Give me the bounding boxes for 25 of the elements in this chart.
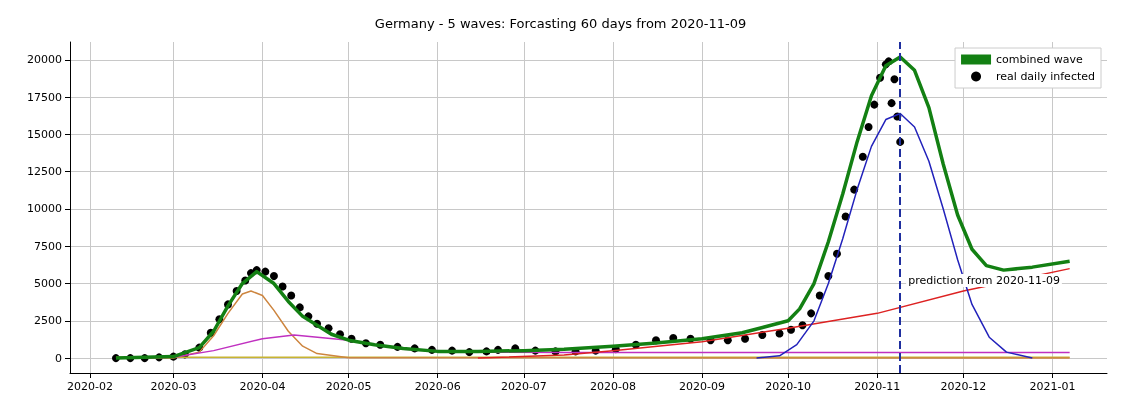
x-tick-label: 2020-05 [325, 380, 372, 393]
legend-label: real daily infected [996, 70, 1096, 83]
ref-line-label: prediction from 2020-11-09 [908, 274, 1060, 288]
y-tick-label: 20000 [27, 53, 62, 67]
y-tick-label: 2500 [34, 314, 62, 328]
x-tick-label: 2020-10 [765, 380, 812, 393]
x-tick-label: 2020-09 [678, 380, 725, 393]
y-tick-label: 17500 [27, 90, 62, 104]
x-tick-label: 2020-06 [414, 380, 461, 393]
x-tick-label: 2020-12 [940, 380, 987, 393]
y-tick-label: 10000 [27, 202, 62, 216]
y-tick-label: 15000 [27, 127, 62, 141]
y-tick-label: 0 [55, 351, 62, 365]
x-tick-label: 2021-01 [1029, 380, 1076, 393]
x-tick-label: 2020-03 [150, 380, 197, 393]
y-tick-label: 7500 [34, 239, 62, 253]
legend-label: combined wave [996, 53, 1084, 66]
y-tick-label: 5000 [34, 277, 62, 291]
x-tick-label: 2020-08 [589, 380, 636, 393]
x-tick-label: 2020-11 [854, 380, 901, 393]
y-tick-label: 12500 [27, 165, 62, 179]
x-tick-label: 2020-04 [239, 380, 286, 393]
chart-title: Germany - 5 waves: Forcasting 60 days from 2020-11-09 [374, 16, 747, 31]
x-tick-label: 2020-07 [500, 380, 547, 393]
x-tick-label: 2020-02 [67, 380, 114, 393]
